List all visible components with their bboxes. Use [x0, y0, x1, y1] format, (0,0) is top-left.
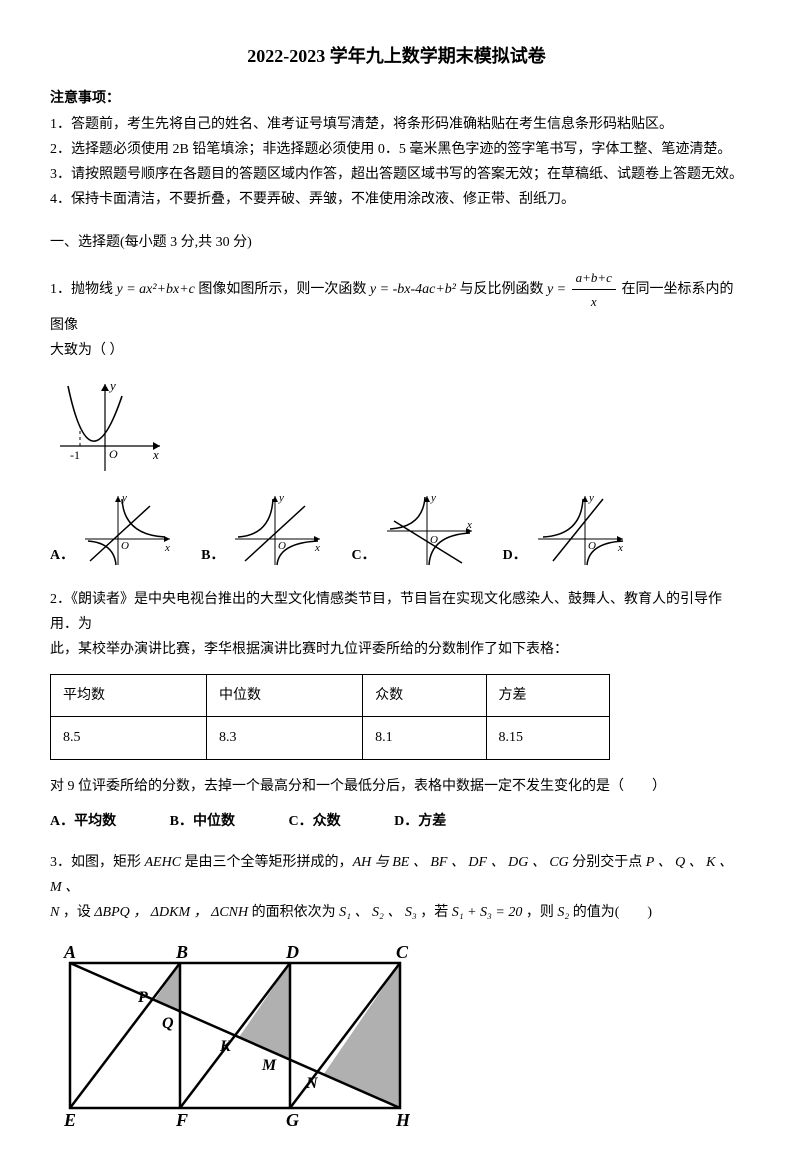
x-axis-label: x [152, 447, 159, 462]
q3-l2c: ，若 [417, 905, 452, 920]
q3-l2a: ，设 [59, 905, 94, 920]
svg-text:F: F [175, 1110, 188, 1130]
q2-table: 平均数 中位数 众数 方差 8.5 8.3 8.1 8.15 [50, 674, 610, 759]
svg-text:x: x [466, 519, 472, 531]
q1-line2: 大致为（ ） [50, 338, 743, 363]
q1-opt-b-graph: x y O [230, 491, 325, 569]
q3-l1c: 分别交于点 [569, 855, 646, 870]
q1-opt-d-label: D． [503, 543, 527, 568]
page-title: 2022-2023 学年九上数学期末模拟试卷 [50, 40, 743, 72]
q2-opt-b: B．中位数 [170, 809, 235, 834]
q1-opt-d-graph: x y O [533, 491, 628, 569]
q1-opt-a-graph: x y O [80, 491, 175, 569]
notice-item-4: 4．保持卡面清洁，不要折叠，不要弄破、弄皱，不准使用涂改液、修正带、刮纸刀。 [50, 187, 743, 212]
q1-main-figure: -1 O x y [50, 376, 743, 481]
q1-option-c: C． x y O [351, 491, 476, 569]
q1-fraction: a+b+cx [572, 266, 616, 314]
svg-text:O: O [121, 540, 129, 552]
q2-opt-a: A．平均数 [50, 809, 116, 834]
q3-s2: S₂ [557, 905, 569, 920]
origin-o: O [109, 447, 118, 461]
q1-frac-num: a+b+c [572, 266, 616, 290]
svg-text:A: A [63, 942, 76, 962]
q3-aehc: AEHC [145, 855, 182, 870]
table-row: 8.5 8.3 8.1 8.15 [51, 717, 610, 759]
svg-text:C: C [396, 942, 409, 962]
svg-text:G: G [286, 1110, 299, 1130]
q2-line2: 此，某校举办演讲比赛，李华根据演讲比赛时九位评委所给的分数制作了如下表格： [50, 637, 743, 662]
question-3: 3．如图，矩形 AEHC 是由三个全等矩形拼成的，AH 与 BE 、 BF 、 … [50, 850, 743, 926]
svg-text:M: M [261, 1057, 277, 1074]
q1-opt-c-label: C． [351, 543, 375, 568]
q1-eq2: y = -bx-4ac+b² [370, 282, 456, 297]
q1-prefix: 1．抛物线 [50, 282, 117, 297]
table-row: 平均数 中位数 众数 方差 [51, 675, 610, 717]
parabola-graph: -1 O x y [50, 376, 170, 481]
q2-after: 对 9 位评委所给的分数，去掉一个最高分和一个最低分后，表格中数据一定不发生变化… [50, 774, 743, 799]
q1-option-d: D． x y O [503, 491, 628, 569]
notice-item-3: 3．请按照题号顺序在各题目的答题区域内作答，超出答题区域书写的答案无效；在草稿纸… [50, 162, 743, 187]
notice-list: 1．答题前，考生先将自己的姓名、准考证号填写清楚，将条形码准确粘贴在考生信息条形… [50, 112, 743, 213]
th-mean: 平均数 [51, 675, 207, 717]
svg-text:y: y [278, 492, 284, 504]
question-1: 1．抛物线 y = ax²+bx+c 图像如图所示，则一次函数 y = -bx-… [50, 266, 743, 364]
notice-item-1: 1．答题前，考生先将自己的姓名、准考证号填写清楚，将条形码准确粘贴在考生信息条形… [50, 112, 743, 137]
svg-text:P: P [137, 989, 148, 1006]
svg-text:B: B [175, 942, 188, 962]
svg-text:Q: Q [162, 1015, 174, 1032]
q2-opt-d: D．方差 [394, 809, 446, 834]
svg-text:N: N [305, 1075, 319, 1092]
q1-option-a: A． x y O [50, 491, 175, 569]
q1-mid1: 图像如图所示，则一次函数 [195, 282, 370, 297]
q3-seg1: AH 与 BE 、 BF 、 DF 、 DG 、 CG [353, 855, 569, 870]
q3-slist: S₁ 、 S₂ 、 S₃ [339, 905, 417, 920]
q3-l2b: 的面积依次为 [248, 905, 339, 920]
q1-options-row: A． x y O B． x y O C． [50, 491, 743, 569]
q3-l2e: 的值为( ) [569, 905, 652, 920]
svg-text:y: y [430, 492, 436, 504]
q3-eq: S₁ + S₃ = 20 [452, 905, 523, 920]
question-2: 2．《朗读者》是中央电视台推出的大型文化情感类节目，节目旨在实现文化感染人、鼓舞… [50, 587, 743, 663]
q2-options: A．平均数 B．中位数 C．众数 D．方差 [50, 809, 743, 834]
svg-text:E: E [63, 1110, 76, 1130]
q2-line1: 2．《朗读者》是中央电视台推出的大型文化情感类节目，节目旨在实现文化感染人、鼓舞… [50, 587, 743, 637]
notice-item-2: 2．选择题必须使用 2B 铅笔填涂；非选择题必须使用 0．5 毫米黑色字迹的签字… [50, 137, 743, 162]
section-1-title: 一、选择题(每小题 3 分,共 30 分) [50, 230, 743, 255]
svg-text:x: x [617, 542, 623, 554]
svg-text:x: x [164, 542, 170, 554]
td-median: 8.3 [207, 717, 363, 759]
q3-l2d: ，则 [522, 905, 557, 920]
notice-header: 注意事项： [50, 86, 743, 111]
th-var: 方差 [486, 675, 609, 717]
svg-text:K: K [219, 1038, 232, 1055]
svg-text:x: x [314, 542, 320, 554]
td-mean: 8.5 [51, 717, 207, 759]
q1-frac-den: x [572, 290, 616, 313]
svg-text:y: y [588, 492, 594, 504]
q3-l2a-n: N [50, 905, 59, 920]
q2-opt-c: C．众数 [288, 809, 340, 834]
q1-option-b: B． x y O [201, 491, 325, 569]
th-median: 中位数 [207, 675, 363, 717]
q1-mid2: 与反比例函数 [456, 282, 547, 297]
th-mode: 众数 [363, 675, 486, 717]
q3-l1b: 是由三个全等矩形拼成的， [181, 855, 353, 870]
tick-neg1: -1 [70, 448, 80, 462]
q3-l1a: 3．如图，矩形 [50, 855, 145, 870]
y-axis-label: y [108, 378, 116, 393]
q1-eq3-lhs: y = [547, 282, 570, 297]
td-mode: 8.1 [363, 717, 486, 759]
svg-text:H: H [395, 1110, 410, 1130]
td-var: 8.15 [486, 717, 609, 759]
q3-tri: ΔBPQ ， ΔDKM ， ΔCNH [94, 905, 248, 920]
q1-opt-b-label: B． [201, 543, 224, 568]
q1-opt-a-label: A． [50, 543, 74, 568]
q1-eq1: y = ax²+bx+c [117, 282, 195, 297]
q3-geom-figure: A B D C E F G H P Q K M N [50, 938, 410, 1133]
svg-text:D: D [285, 942, 299, 962]
q1-opt-c-graph: x y O [382, 491, 477, 569]
